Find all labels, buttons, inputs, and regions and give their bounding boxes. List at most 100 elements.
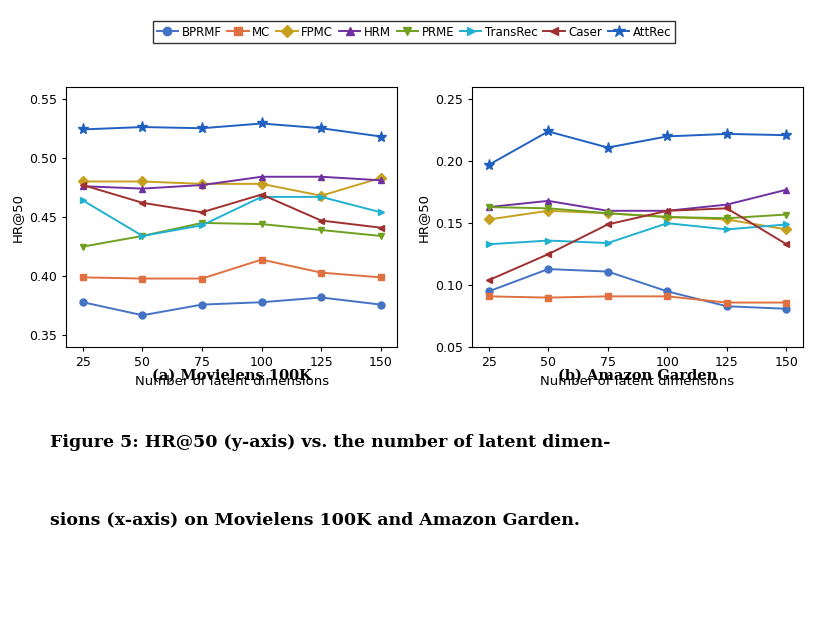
Legend: BPRMF, MC, FPMC, HRM, PRME, TransRec, Caser, AttRec: BPRMF, MC, FPMC, HRM, PRME, TransRec, Ca… <box>152 22 675 43</box>
AttRec <box>483 161 493 169</box>
TransRec <box>137 232 147 240</box>
TransRec <box>781 221 791 228</box>
MC <box>602 293 612 300</box>
Line: TransRec: TransRec <box>79 193 384 239</box>
MC <box>137 275 147 282</box>
Line: Caser: Caser <box>485 205 789 284</box>
HRM <box>256 173 266 180</box>
AttRec <box>137 123 147 131</box>
Line: BPRMF: BPRMF <box>485 265 789 312</box>
X-axis label: Number of latent dimensions: Number of latent dimensions <box>135 374 328 388</box>
PRME <box>781 211 791 218</box>
BPRMF <box>256 298 266 306</box>
TransRec <box>602 239 612 247</box>
MC <box>662 293 672 300</box>
HRM <box>483 203 493 211</box>
Line: PRME: PRME <box>485 203 789 222</box>
FPMC <box>78 178 88 185</box>
Line: BPRMF: BPRMF <box>79 294 384 319</box>
FPMC <box>375 174 385 182</box>
MC <box>543 294 552 301</box>
Caser <box>721 205 731 212</box>
PRME <box>662 213 672 221</box>
HRM <box>602 207 612 215</box>
BPRMF <box>78 298 88 306</box>
PRME <box>375 232 385 240</box>
Line: AttRec: AttRec <box>482 126 791 171</box>
FPMC <box>721 216 731 223</box>
BPRMF <box>375 301 385 308</box>
Line: FPMC: FPMC <box>79 174 384 199</box>
AttRec <box>602 144 612 151</box>
Line: PRME: PRME <box>79 219 384 250</box>
Caser <box>137 199 147 206</box>
HRM <box>662 207 672 215</box>
AttRec <box>721 130 731 138</box>
TransRec <box>721 226 731 233</box>
MC <box>78 273 88 281</box>
Caser <box>197 208 207 216</box>
Line: Caser: Caser <box>79 182 384 231</box>
MC <box>316 269 326 277</box>
PRME <box>483 203 493 211</box>
BPRMF <box>543 265 552 273</box>
Caser <box>483 277 493 284</box>
BPRMF <box>662 288 672 295</box>
BPRMF <box>602 268 612 275</box>
FPMC <box>602 210 612 217</box>
MC <box>197 275 207 282</box>
BPRMF <box>721 303 731 310</box>
Text: (b) Amazon Garden: (b) Amazon Garden <box>557 369 716 383</box>
HRM <box>197 181 207 188</box>
BPRMF <box>316 294 326 301</box>
TransRec <box>316 193 326 201</box>
HRM <box>721 201 731 208</box>
AttRec <box>256 120 266 127</box>
AttRec <box>543 128 552 135</box>
BPRMF <box>483 288 493 295</box>
Caser <box>316 217 326 224</box>
PRME <box>78 243 88 250</box>
Caser <box>375 224 385 231</box>
HRM <box>316 173 326 180</box>
PRME <box>137 232 147 240</box>
Text: sions (x-axis) on Movielens 100K and Amazon Garden.: sions (x-axis) on Movielens 100K and Ama… <box>50 512 579 528</box>
BPRMF <box>781 305 791 312</box>
Line: HRM: HRM <box>485 186 789 215</box>
Text: Figure 5: HR@50 (y-axis) vs. the number of latent dimen-: Figure 5: HR@50 (y-axis) vs. the number … <box>50 434 609 451</box>
HRM <box>781 186 791 193</box>
X-axis label: Number of latent dimensions: Number of latent dimensions <box>540 374 734 388</box>
HRM <box>375 177 385 184</box>
FPMC <box>781 226 791 233</box>
TransRec <box>375 208 385 216</box>
TransRec <box>662 219 672 227</box>
Caser <box>256 191 266 198</box>
PRME <box>721 215 731 222</box>
HRM <box>78 182 88 190</box>
TransRec <box>78 197 88 204</box>
PRME <box>543 205 552 212</box>
AttRec <box>662 133 672 140</box>
PRME <box>256 220 266 228</box>
BPRMF <box>197 301 207 308</box>
FPMC <box>662 213 672 221</box>
TransRec <box>543 237 552 244</box>
Caser <box>781 241 791 248</box>
Caser <box>662 207 672 215</box>
HRM <box>137 185 147 192</box>
AttRec <box>78 126 88 133</box>
Line: FPMC: FPMC <box>485 207 789 233</box>
FPMC <box>256 180 266 188</box>
FPMC <box>316 192 326 200</box>
AttRec <box>197 125 207 132</box>
MC <box>483 293 493 300</box>
TransRec <box>256 193 266 201</box>
Caser <box>602 221 612 228</box>
Y-axis label: HR@50: HR@50 <box>416 192 429 242</box>
Caser <box>78 181 88 188</box>
MC <box>781 299 791 306</box>
Text: (a) Movielens 100K: (a) Movielens 100K <box>152 369 311 383</box>
MC <box>721 299 731 306</box>
AttRec <box>316 125 326 132</box>
TransRec <box>483 241 493 248</box>
